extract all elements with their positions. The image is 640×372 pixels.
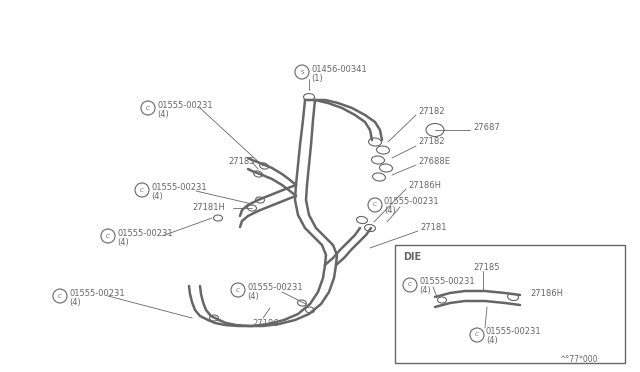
Text: (4): (4) — [69, 298, 81, 307]
Text: 27185: 27185 — [228, 157, 255, 167]
Text: C: C — [373, 202, 377, 208]
Text: (4): (4) — [247, 292, 259, 301]
Text: C: C — [106, 234, 110, 238]
Text: C: C — [146, 106, 150, 110]
Text: (1): (1) — [311, 74, 323, 83]
Text: 27687: 27687 — [473, 124, 500, 132]
Text: 27181: 27181 — [420, 224, 447, 232]
Text: 01456-00341: 01456-00341 — [311, 65, 367, 74]
Text: DIE: DIE — [403, 252, 421, 262]
Text: 27186: 27186 — [252, 320, 278, 328]
Text: (4): (4) — [117, 237, 129, 247]
Text: (4): (4) — [384, 206, 396, 215]
Text: C: C — [140, 187, 144, 192]
Text: 01555-00231: 01555-00231 — [69, 289, 125, 298]
Text: (4): (4) — [486, 337, 498, 346]
Text: C: C — [58, 294, 62, 298]
Text: C: C — [475, 333, 479, 337]
Text: 01555-00231: 01555-00231 — [157, 100, 212, 109]
Text: 27181H: 27181H — [192, 203, 225, 212]
Text: 01555-00231: 01555-00231 — [384, 198, 440, 206]
Text: 27182: 27182 — [418, 138, 445, 147]
Text: 27688E: 27688E — [418, 157, 450, 167]
Text: 01555-00231: 01555-00231 — [117, 228, 173, 237]
Text: 27186H: 27186H — [408, 182, 441, 190]
Text: 27185: 27185 — [473, 263, 499, 272]
Bar — [395, 245, 625, 363]
Text: (4): (4) — [151, 192, 163, 201]
Text: 27186H: 27186H — [530, 289, 563, 298]
Text: 01555-00231: 01555-00231 — [486, 327, 541, 337]
Text: 01555-00231: 01555-00231 — [419, 278, 475, 286]
Text: (4): (4) — [419, 286, 431, 295]
Text: ^°77*000·: ^°77*000· — [559, 356, 600, 365]
Text: (4): (4) — [157, 109, 169, 119]
Text: 27182: 27182 — [418, 108, 445, 116]
Text: C: C — [408, 282, 412, 288]
Text: 01555-00231: 01555-00231 — [247, 282, 303, 292]
Text: S: S — [300, 70, 304, 74]
Text: 01555-00231: 01555-00231 — [151, 183, 207, 192]
Text: C: C — [236, 288, 240, 292]
